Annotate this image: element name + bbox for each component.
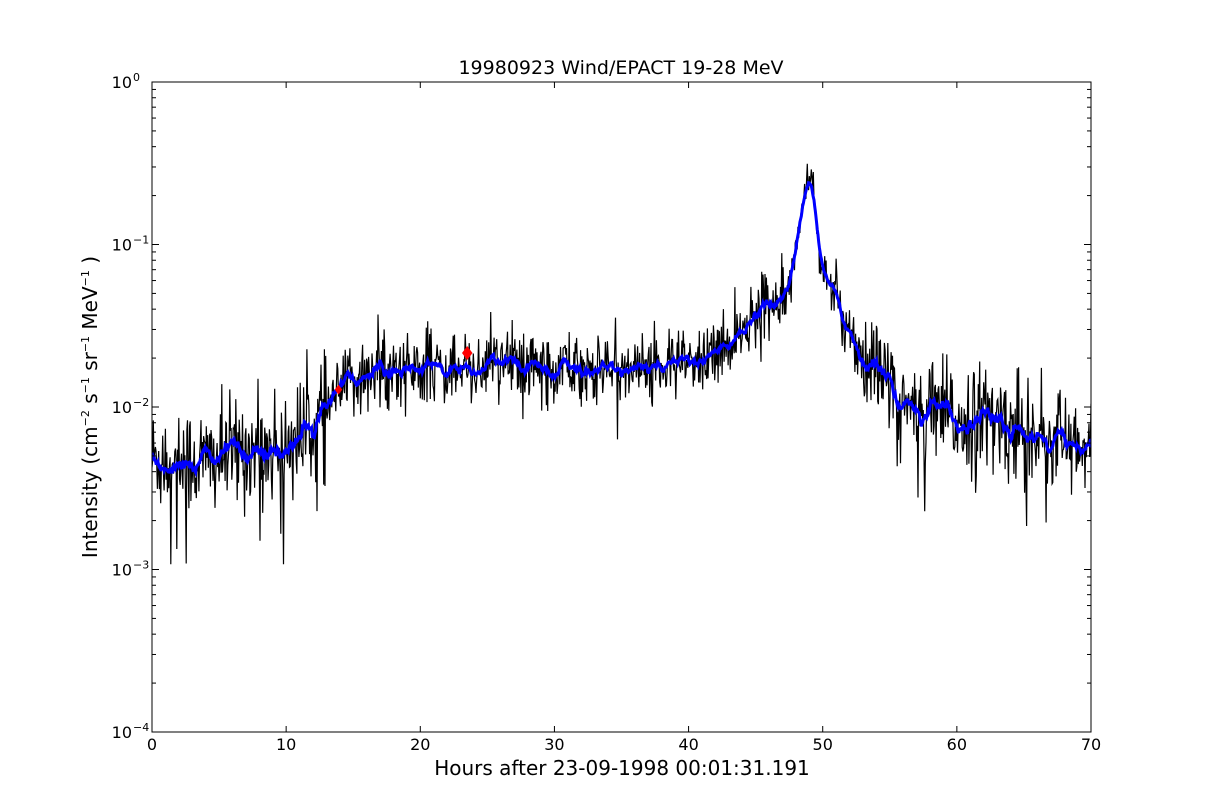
chart-title: 19980923 Wind/EPACT 19-28 MeV [458,57,783,79]
x-tick-label: 40 [678,735,698,754]
y-tick-label: 10 [112,398,132,417]
y-tick-label: 10 [112,73,132,92]
y-tick-label: 10 [112,723,132,742]
y-tick-exponent: −4 [133,721,149,734]
x-tick-label: 0 [147,735,157,754]
y-tick-label: 10 [112,236,132,255]
onset-marker-2 [461,345,473,360]
x-tick-label: 70 [1081,735,1101,754]
onset-marker-1 [334,384,343,395]
x-tick-label: 20 [410,735,430,754]
y-tick-exponent: 0 [133,71,140,84]
y-tick-exponent: −2 [133,396,149,409]
y-tick-exponent: −3 [133,559,149,572]
x-axis-label: Hours after 23-09-1998 00:01:31.191 [434,756,810,780]
y-tick-label: 10 [112,561,132,580]
x-tick-label: 30 [544,735,564,754]
x-tick-label: 50 [813,735,833,754]
y-tick-exponent: −1 [133,234,149,247]
x-tick-label: 60 [947,735,967,754]
x-tick-label: 10 [276,735,296,754]
y-axis-label: Intensity (cm−2 s−1 sr−1 MeV−1 ) [78,256,102,558]
smoothed-intensity-line [152,180,1091,478]
